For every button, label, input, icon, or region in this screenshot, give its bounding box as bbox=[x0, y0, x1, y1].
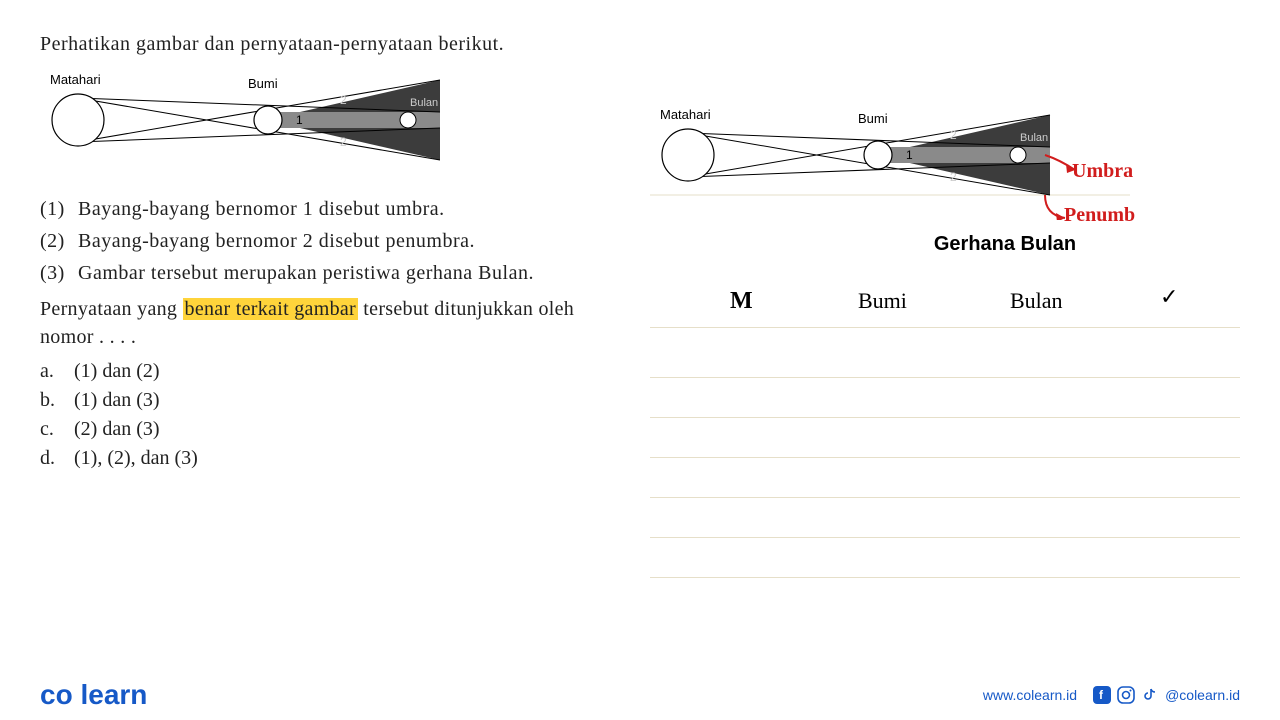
footer: co learn www.colearn.id f @colearn.id bbox=[0, 670, 1280, 720]
highlight-text: benar terkait gambar bbox=[183, 298, 358, 320]
social-icons: f @colearn.id bbox=[1093, 686, 1240, 704]
option-c: c.(2) dan (3) bbox=[40, 415, 620, 444]
option-b: b.(1) dan (3) bbox=[40, 386, 620, 415]
options-list: a.(1) dan (2) b.(1) dan (3) c.(2) dan (3… bbox=[40, 357, 620, 473]
svg-text:Matahari: Matahari bbox=[50, 72, 101, 87]
svg-text:1: 1 bbox=[906, 148, 913, 162]
svg-text:2: 2 bbox=[340, 135, 347, 149]
statement-3: (3) Gambar tersebut merupakan peristiwa … bbox=[40, 259, 620, 287]
label-bulan: Bulan bbox=[1010, 288, 1063, 314]
ruled-lines bbox=[650, 338, 1240, 578]
svg-text:2: 2 bbox=[950, 128, 957, 142]
svg-text:Bumi: Bumi bbox=[858, 111, 888, 126]
question-prompt: Pernyataan yang benar terkait gambar ter… bbox=[40, 295, 620, 351]
colearn-logo: co learn bbox=[40, 679, 147, 711]
answer-panel: Matahari Bumi Bulan 1 2 2 Umbra Penumb G… bbox=[640, 30, 1240, 660]
statements-list: (1) Bayang-bayang bernomor 1 disebut umb… bbox=[40, 195, 620, 287]
check-icon: ✓ bbox=[1160, 284, 1178, 310]
svg-text:Matahari: Matahari bbox=[660, 107, 711, 122]
statement-1: (1) Bayang-bayang bernomor 1 disebut umb… bbox=[40, 195, 620, 223]
question-intro: Perhatikan gambar dan pernyataan-pernyat… bbox=[40, 30, 620, 58]
svg-text:Bulan: Bulan bbox=[1020, 132, 1048, 144]
svg-text:2: 2 bbox=[340, 93, 347, 107]
social-handle[interactable]: @colearn.id bbox=[1165, 687, 1240, 703]
annotation-penumbra: Penumb bbox=[1064, 204, 1135, 227]
annotation-umbra: Umbra bbox=[1072, 160, 1133, 183]
option-a: a.(1) dan (2) bbox=[40, 357, 620, 386]
svg-text:1: 1 bbox=[296, 113, 303, 127]
svg-text:Bumi: Bumi bbox=[248, 76, 278, 91]
question-panel: Perhatikan gambar dan pernyataan-pernyat… bbox=[40, 30, 640, 660]
label-bumi: Bumi bbox=[858, 288, 907, 314]
diagram-caption: Gerhana Bulan bbox=[770, 233, 1240, 256]
instagram-icon[interactable] bbox=[1117, 686, 1135, 704]
tiktok-icon[interactable] bbox=[1141, 686, 1159, 704]
facebook-icon[interactable]: f bbox=[1093, 686, 1111, 704]
statement-2: (2) Bayang-bayang bernomor 2 disebut pen… bbox=[40, 227, 620, 255]
svg-text:Bulan: Bulan bbox=[410, 97, 438, 109]
eclipse-diagram-original: Matahari Bumi Bulan 1 2 2 bbox=[40, 70, 620, 175]
website-link[interactable]: www.colearn.id bbox=[983, 687, 1077, 703]
svg-text:2: 2 bbox=[950, 170, 957, 184]
label-m: M bbox=[730, 288, 753, 315]
eclipse-diagram-annotated: Matahari Bumi Bulan 1 2 2 bbox=[650, 100, 1240, 225]
object-row: M Bumi Bulan ✓ bbox=[650, 288, 1240, 328]
option-d: d.(1), (2), dan (3) bbox=[40, 444, 620, 473]
